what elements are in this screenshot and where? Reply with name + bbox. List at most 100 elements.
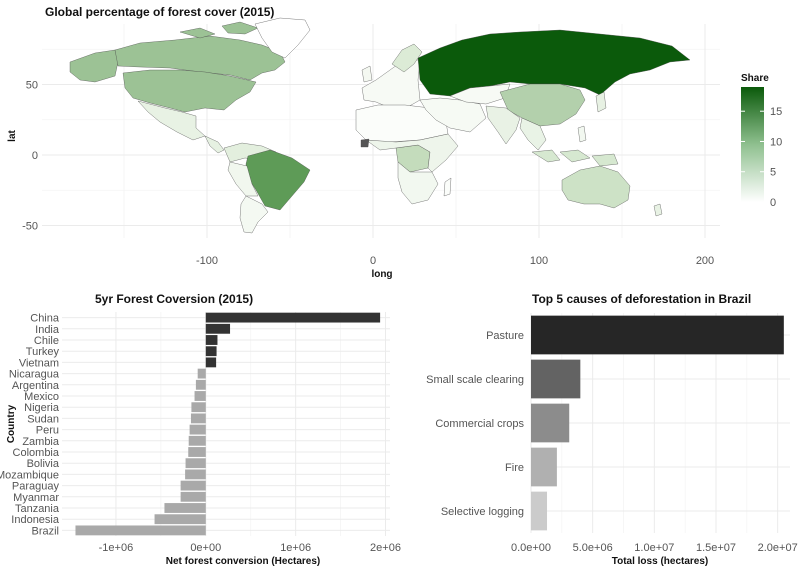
map-x-axis-label: long: [371, 269, 392, 280]
map-region-gulf-marker: [360, 138, 370, 148]
conversion-x-tick-label: 2e+06: [370, 542, 401, 554]
conversion-bar-peru: [189, 424, 206, 435]
conversion-category-label: Tanzania: [15, 503, 60, 515]
conversion-category-label: Vietnam: [19, 357, 59, 369]
map-region-madagascar: [443, 177, 452, 197]
conversion-category-label: Zambia: [22, 436, 60, 448]
map-y-axis-label: lat: [7, 129, 18, 141]
conversion-bar-indonesia: [154, 514, 206, 525]
conversion-x-tick-label: -1e+06: [99, 542, 134, 554]
map-x-tick-label: 200: [696, 255, 714, 267]
conversion-category-label: India: [35, 324, 60, 336]
map-panel: Global percentage of forest cover (2015): [7, 5, 782, 280]
causes-bar-commercial-crops: [531, 403, 570, 443]
conversion-bar-china: [205, 312, 381, 323]
causes-category-label: Fire: [505, 462, 524, 474]
map-region-middle-east: [419, 97, 487, 133]
conversion-bar-mexico: [194, 391, 206, 401]
conversion-category-label: Colombia: [13, 447, 60, 459]
conversion-category-label: Peru: [36, 425, 59, 437]
map-region-southern-africa: [397, 161, 439, 205]
map-region-uk: [361, 65, 373, 83]
conversion-category-label: Chile: [34, 335, 59, 347]
conversion-bars: [75, 312, 381, 536]
conversion-category-labels: ChinaIndiaChileTurkeyVietnamNicaraguaArg…: [0, 313, 60, 538]
map-region-peru-bolivia: [227, 161, 259, 197]
conversion-bar-india: [205, 323, 231, 334]
causes-x-tick-label: 0.0e+00: [511, 542, 551, 554]
legend-tick-label: 10: [770, 136, 782, 148]
causes-bar-fire: [531, 447, 557, 487]
causes-bars: [531, 315, 784, 531]
causes-category-label: Small scale clearing: [426, 374, 524, 386]
map-region-southern-cone: [239, 195, 269, 234]
conversion-bar-sudan: [190, 413, 206, 424]
conversion-category-label: China: [30, 313, 60, 325]
map-region-indonesia: [531, 149, 619, 167]
conversion-category-label: Myanmar: [13, 492, 59, 504]
conversion-x-ticks: -1e+06 0e+00 1e+06 2e+06: [99, 542, 401, 554]
map-axes: -100 0 100 200 50 0 -50: [22, 80, 714, 268]
causes-x-tick-label: 1.5e+07: [696, 542, 736, 554]
causes-bar-pasture: [531, 315, 784, 355]
conversion-bar-turkey: [205, 346, 217, 357]
map-legend-colorbar: [741, 87, 764, 202]
map-y-tick-label: 50: [26, 80, 38, 92]
conversion-category-label: Paraguay: [12, 481, 60, 493]
map-title: Global percentage of forest cover (2015): [45, 5, 274, 19]
legend-tick-label: 0: [770, 197, 776, 209]
map-land: [69, 17, 691, 234]
conversion-grid: [62, 312, 390, 536]
conversion-category-label: Indonesia: [11, 514, 60, 526]
causes-category-label: Pasture: [486, 330, 524, 342]
conversion-category-label: Bolivia: [27, 458, 60, 470]
conversion-x-tick-label: 0e+00: [190, 542, 221, 554]
causes-category-label: Commercial crops: [435, 418, 524, 430]
conversion-category-label: Mozambique: [0, 469, 59, 481]
map-region-greenland: [254, 17, 311, 59]
conversion-bar-nicaragua: [197, 368, 206, 379]
legend-tick-label: 5: [770, 167, 776, 179]
causes-panel: Top 5 causes of deforestation in Brazil …: [426, 292, 798, 567]
map-region-central-america: [204, 135, 225, 154]
causes-title: Top 5 causes of deforestation in Brazil: [532, 292, 751, 306]
map-x-tick-label: 100: [530, 255, 548, 267]
conversion-bar-vietnam: [205, 357, 217, 368]
causes-x-tick-label: 1.0e+07: [634, 542, 674, 554]
causes-bar-small-scale-clearing: [531, 359, 581, 399]
conversion-bar-nigeria: [191, 402, 206, 413]
map-y-tick-label: -50: [22, 221, 38, 233]
conversion-bar-zambia: [188, 435, 206, 446]
conversion-category-label: Turkey: [26, 346, 60, 358]
conversion-category-label: Nigeria: [24, 402, 60, 414]
map-region-japan: [595, 91, 607, 113]
causes-category-label: Selective logging: [441, 506, 524, 518]
conversion-category-label: Brazil: [31, 525, 59, 537]
map-x-tick-label: 0: [370, 255, 376, 267]
map-region-scandinavia: [391, 43, 423, 73]
map-region-philippines: [577, 125, 587, 143]
map-region-india: [485, 105, 521, 145]
causes-category-labels: Pasture Small scale clearing Commercial cr…: [426, 330, 524, 518]
map-region-australia: [561, 165, 631, 209]
conversion-panel: 5yr Forest Coversion (2015) ChinaIndiaCh…: [0, 292, 401, 567]
map-region-alaska: [69, 49, 119, 83]
conversion-y-axis-label: Country: [6, 404, 17, 443]
conversion-bar-chile: [205, 335, 218, 345]
conversion-x-tick-label: 1e+06: [280, 542, 311, 554]
conversion-bar-myanmar: [180, 491, 206, 502]
conversion-bar-brazil: [75, 525, 206, 536]
map-x-tick-label: -100: [196, 255, 218, 267]
map-legend-title: Share: [741, 73, 769, 84]
conversion-bar-bolivia: [185, 458, 206, 469]
conversion-category-label: Nicaragua: [9, 369, 60, 381]
conversion-bar-argentina: [195, 379, 206, 390]
map-region-southeast-asia: [519, 117, 547, 151]
map-y-tick-label: 0: [32, 150, 38, 162]
map-region-united-states: [122, 69, 257, 113]
map-region-europe: [361, 59, 421, 109]
map-region-china: [499, 83, 586, 127]
conversion-bar-tanzania: [164, 503, 206, 513]
causes-x-axis-label: Total loss (hectares): [612, 556, 709, 567]
